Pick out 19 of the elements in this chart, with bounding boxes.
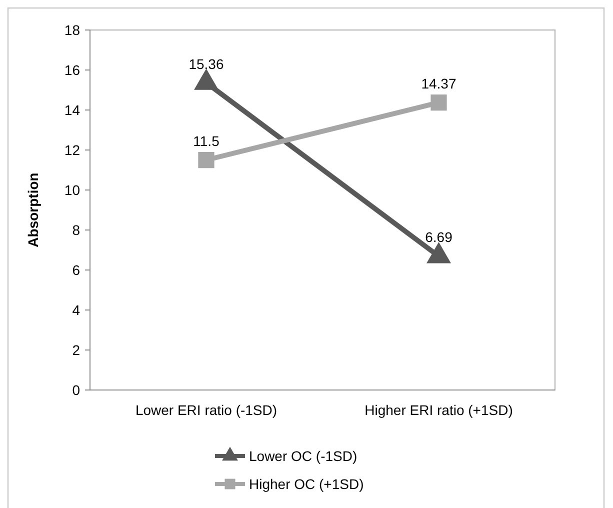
y-axis-title: Absorption <box>25 172 41 248</box>
y-tick-label: 14 <box>64 102 80 118</box>
legend-label: Higher OC (+1SD) <box>249 476 364 492</box>
x-tick-label: Lower ERI ratio (-1SD) <box>135 402 278 418</box>
y-tick-label: 16 <box>64 62 80 78</box>
y-tick-label: 2 <box>72 342 80 358</box>
y-tick-label: 12 <box>64 142 80 158</box>
y-tick-label: 10 <box>64 182 80 198</box>
data-label: 14.37 <box>421 76 456 92</box>
data-label: 15.36 <box>188 56 224 72</box>
y-tick-label: 18 <box>64 22 80 38</box>
y-tick-label: 4 <box>72 302 80 318</box>
y-tick-label: 0 <box>72 382 80 398</box>
data-label: 6.69 <box>425 229 453 246</box>
data-label: 11.5 <box>193 133 220 149</box>
x-tick-label: Higher ERI ratio (+1SD) <box>364 402 513 418</box>
y-tick-label: 8 <box>72 222 80 238</box>
y-tick-label: 6 <box>72 262 80 278</box>
legend-label: Lower OC (-1SD) <box>249 448 358 464</box>
